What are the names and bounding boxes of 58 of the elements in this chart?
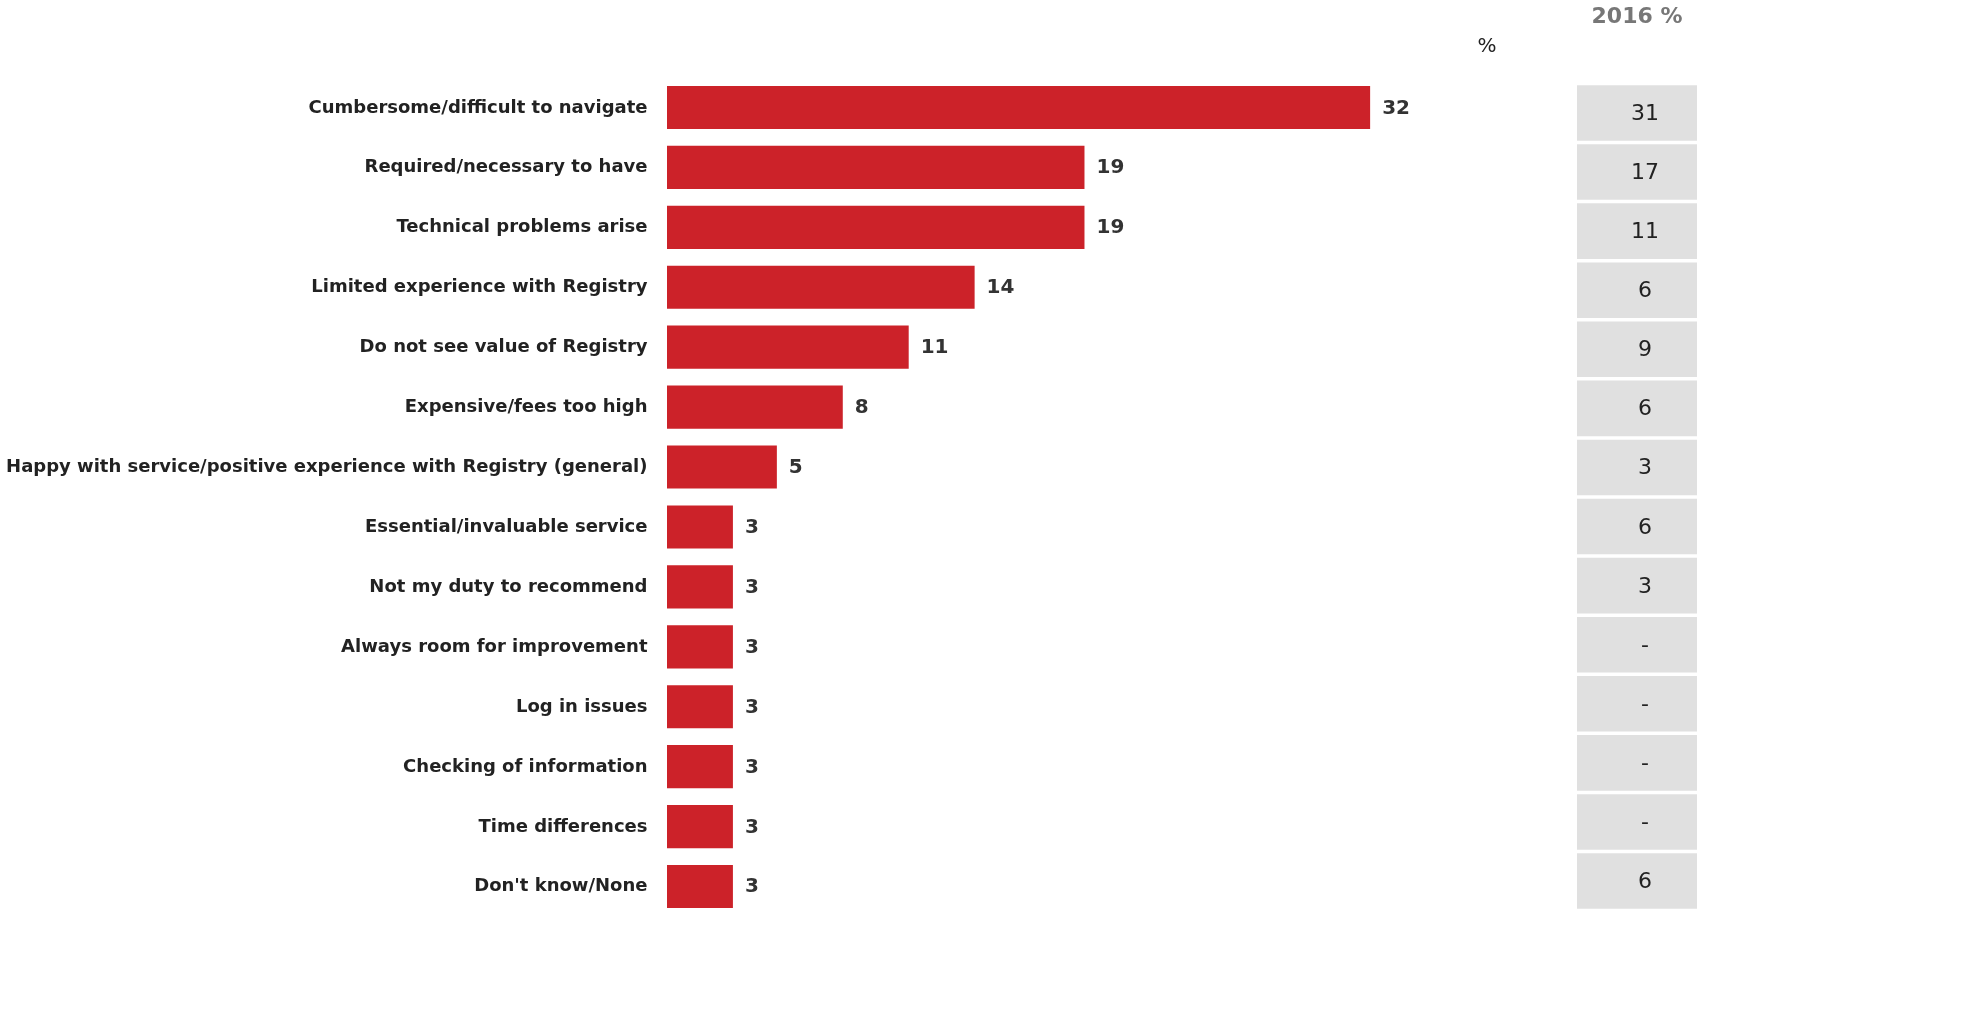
data-label: 3 [744, 573, 759, 598]
bar [667, 625, 733, 669]
y-tick-label: Always room for improvement [341, 634, 648, 656]
bar [667, 565, 733, 609]
y-tick-label: Don't know/None [474, 874, 648, 896]
bar [667, 385, 843, 429]
y-tick-label: Expensive/fees too high [404, 395, 648, 417]
y-tick-label: Log in issues [515, 694, 648, 716]
y-tick-label: Time differences [478, 814, 648, 836]
bar [667, 445, 777, 489]
data-label: 3 [744, 813, 759, 838]
text: 3 [1638, 454, 1652, 480]
bar [667, 85, 1371, 130]
bar [667, 505, 733, 549]
text: 11 [1631, 218, 1659, 244]
text: - [1641, 631, 1649, 657]
text: 31 [1631, 99, 1659, 125]
data-label: 3 [744, 633, 759, 658]
y-tick-label: Cumbersome/difficult to navigate [308, 95, 648, 117]
bar [667, 265, 975, 309]
bar [667, 205, 1085, 249]
data-label: 3 [744, 873, 759, 898]
bar [667, 685, 733, 729]
data-label: 3 [744, 693, 759, 718]
data-label: 3 [744, 753, 759, 778]
y-tick-label: Technical problems arise [396, 215, 648, 237]
y-tick-label: Checking of information [403, 754, 648, 776]
text: - [1641, 749, 1649, 775]
text: - [1641, 808, 1649, 834]
x-axis-title: % [1477, 33, 1497, 57]
data-label: 8 [854, 394, 869, 419]
data-label: 32 [1382, 94, 1410, 119]
data-label: 5 [788, 454, 803, 479]
y-tick-label: Essential/invaluable service [364, 514, 648, 536]
text: 3 [1638, 572, 1652, 598]
data-label: 19 [1096, 154, 1125, 179]
text: 6 [1638, 395, 1652, 421]
text: 6 [1638, 868, 1652, 894]
text: 6 [1638, 513, 1652, 539]
text: - [1641, 690, 1649, 716]
y-tick-label: Required/necessary to have [364, 155, 648, 177]
text: 2016 % [1591, 3, 1683, 28]
bar [667, 325, 909, 369]
text: 17 [1631, 159, 1659, 185]
text: 9 [1638, 336, 1652, 362]
y-tick-label: Not my duty to recommend [369, 574, 648, 596]
data-label: 14 [986, 274, 1015, 299]
data-label: 19 [1096, 214, 1125, 239]
data-label: 3 [744, 513, 759, 538]
y-tick-label: Happy with service/positive experience with Registry (general) [6, 455, 648, 477]
y-tick-label: Limited experience with Registry [311, 275, 648, 297]
text: 6 [1638, 277, 1652, 303]
bar [667, 864, 733, 909]
bar [667, 805, 733, 849]
data-label: 11 [920, 334, 949, 359]
bar [667, 145, 1085, 189]
bar [667, 745, 733, 789]
y-tick-label: Do not see value of Registry [359, 335, 648, 357]
